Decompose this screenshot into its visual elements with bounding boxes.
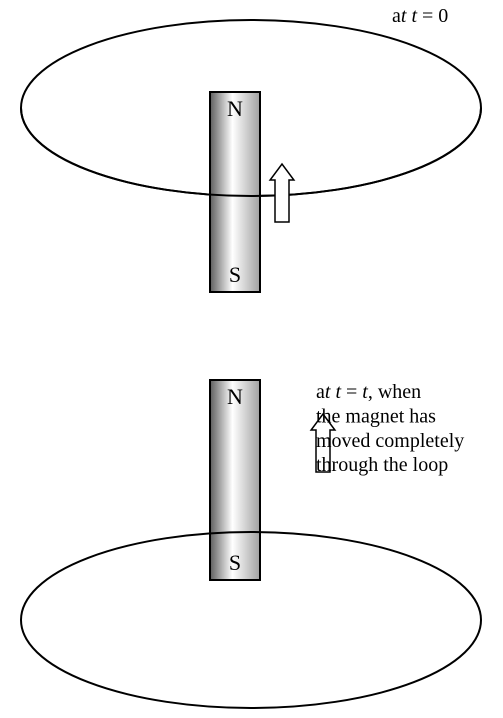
scene-after: NSat t = t, whenthe magnet hasmoved comp…	[21, 380, 481, 708]
pole-label-south: S	[229, 550, 241, 575]
pole-label-south: S	[229, 262, 241, 287]
pole-label-north: N	[227, 384, 243, 409]
annotation-line: moved completely	[316, 430, 464, 452]
motion-arrow-icon	[270, 164, 294, 222]
bar-magnet: NS	[210, 92, 260, 292]
bar-magnet: NS	[210, 380, 260, 580]
pole-label-north: N	[227, 96, 243, 121]
physics-diagram: NSat t = 0NSat t = t, whenthe magnet has…	[0, 0, 503, 718]
annotation-line: through the loop	[316, 454, 448, 476]
annotation-line: at t = t, when	[316, 381, 421, 403]
annotation-line: the magnet has	[316, 405, 436, 427]
scene-before: NSat t = 0	[21, 5, 481, 292]
annotation-line: at t = 0	[392, 5, 448, 27]
